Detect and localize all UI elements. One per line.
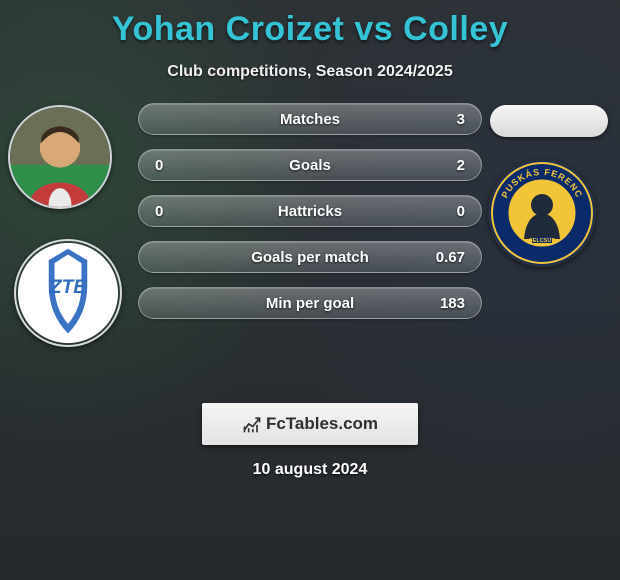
player1-club-badge: ZTE bbox=[14, 239, 122, 347]
stat-row-hattricks: 0 Hattricks 0 bbox=[138, 195, 482, 227]
brand-text: FcTables.com bbox=[266, 414, 378, 434]
comparison-main: ZTE PUSKÁS FERENC FELCSÚT bbox=[0, 103, 620, 363]
stat-row-goals-per-match: Goals per match 0.67 bbox=[138, 241, 482, 273]
stat-row-goals: 0 Goals 2 bbox=[138, 149, 482, 181]
player1-photo bbox=[8, 105, 112, 209]
stat-left-value: 0 bbox=[155, 157, 195, 174]
stat-label: Hattricks bbox=[195, 203, 425, 220]
brand-badge[interactable]: FcTables.com bbox=[202, 403, 418, 445]
date-label: 10 august 2024 bbox=[0, 461, 620, 479]
stat-left-value: 0 bbox=[155, 203, 195, 220]
vs-label: vs bbox=[354, 10, 393, 48]
player1-avatar-icon bbox=[10, 107, 110, 207]
season-subtitle: Club competitions, Season 2024/2025 bbox=[0, 63, 620, 81]
stat-right-value: 0 bbox=[425, 203, 465, 220]
stat-right-value: 183 bbox=[425, 295, 465, 312]
stat-label: Goals bbox=[195, 157, 425, 174]
stat-right-value: 0.67 bbox=[425, 249, 465, 266]
comparison-title: Yohan Croizet vs Colley bbox=[0, 0, 620, 49]
chart-up-icon bbox=[242, 414, 262, 434]
stat-label: Min per goal bbox=[195, 295, 425, 312]
stat-label: Matches bbox=[195, 111, 425, 128]
player1-name: Yohan Croizet bbox=[112, 10, 345, 48]
player2-club-badge: PUSKÁS FERENC FELCSÚT bbox=[488, 159, 596, 267]
stat-right-value: 2 bbox=[425, 157, 465, 174]
zte-badge-icon: ZTE bbox=[16, 241, 120, 345]
puskas-badge-icon: PUSKÁS FERENC FELCSÚT bbox=[488, 159, 596, 267]
svg-text:ZTE: ZTE bbox=[49, 277, 88, 298]
stat-right-value: 3 bbox=[425, 111, 465, 128]
stat-label: Goals per match bbox=[195, 249, 425, 266]
player2-photo-placeholder bbox=[490, 105, 608, 137]
svg-text:FELCSÚT: FELCSÚT bbox=[529, 237, 555, 244]
stat-rows: Matches 3 0 Goals 2 0 Hattricks 0 Goals … bbox=[138, 103, 482, 319]
player2-name: Colley bbox=[403, 10, 508, 48]
stat-row-matches: Matches 3 bbox=[138, 103, 482, 135]
stat-row-min-per-goal: Min per goal 183 bbox=[138, 287, 482, 319]
